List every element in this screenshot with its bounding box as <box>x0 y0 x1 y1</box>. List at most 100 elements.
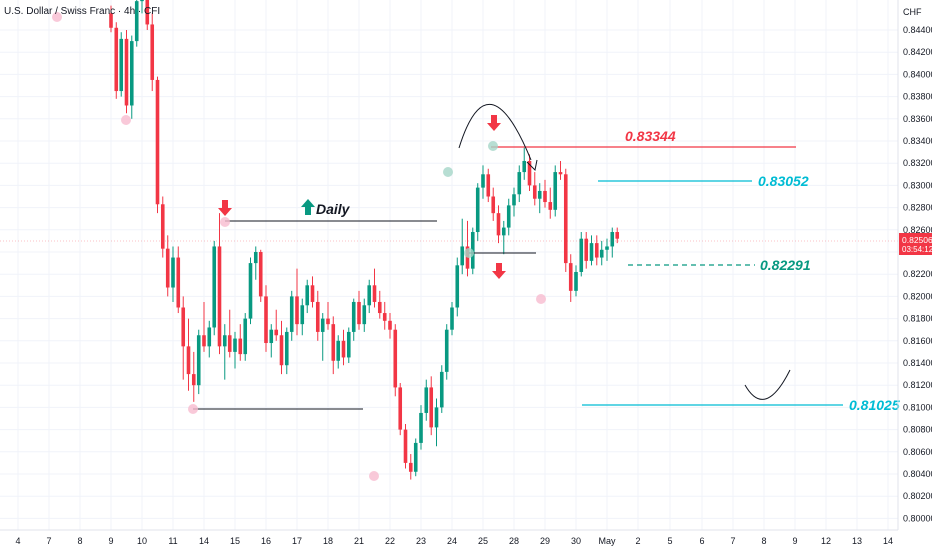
candle-body <box>222 335 227 347</box>
candle <box>553 165 558 217</box>
candle <box>563 168 568 272</box>
candle-body <box>568 263 573 291</box>
candle-body <box>434 407 439 428</box>
candle <box>388 313 392 339</box>
candle-body <box>315 301 320 332</box>
x-tick-label: 25 <box>478 536 488 546</box>
candle-body <box>377 301 382 314</box>
candle <box>341 329 346 366</box>
x-tick-label: 8 <box>761 536 766 546</box>
candle <box>109 5 113 33</box>
swing-marker-green <box>464 248 474 258</box>
candle-body <box>574 271 578 291</box>
candle-body <box>543 190 547 203</box>
candle <box>393 324 398 397</box>
candle-body <box>326 318 330 325</box>
swing-marker-green <box>488 141 498 151</box>
candle-body <box>217 246 222 347</box>
candle-body <box>444 329 449 372</box>
candle-body <box>196 335 201 386</box>
candle-body <box>176 257 181 308</box>
candle <box>574 265 578 297</box>
candle-body <box>496 213 501 236</box>
candle-body <box>134 1 139 42</box>
candle <box>424 379 429 421</box>
candle-body <box>491 196 496 214</box>
x-tick-label: 13 <box>852 536 862 546</box>
candle <box>568 254 573 302</box>
down-arrow-icon <box>487 115 501 131</box>
candle <box>610 227 615 258</box>
x-tick-label: 17 <box>292 536 302 546</box>
candle-body <box>191 374 196 386</box>
x-tick-label: 5 <box>667 536 672 546</box>
swing-marker <box>188 404 198 414</box>
candle <box>202 301 206 352</box>
candle <box>196 329 201 395</box>
candle <box>615 227 620 244</box>
candle <box>134 0 139 47</box>
candle-body <box>599 249 604 258</box>
candle <box>579 232 584 277</box>
candle <box>455 257 460 317</box>
price-badge: 0.82506 03:54:12 <box>899 233 932 255</box>
candle <box>207 320 212 358</box>
candle <box>253 246 258 280</box>
swing-marker <box>220 217 230 227</box>
candle <box>274 309 279 341</box>
candle <box>217 213 222 355</box>
candle <box>171 246 175 302</box>
candle-body <box>310 285 315 302</box>
candle <box>589 235 594 266</box>
daily-label: Daily <box>316 201 351 217</box>
candle <box>501 220 506 255</box>
candle <box>403 424 408 469</box>
x-tick-label: 4 <box>15 536 20 546</box>
candle <box>439 365 444 413</box>
candle-body <box>305 285 310 306</box>
candle-body <box>517 172 522 195</box>
x-tick-label: 6 <box>699 536 704 546</box>
x-tick-label: 29 <box>540 536 550 546</box>
candle-body <box>186 346 191 375</box>
candle <box>155 76 160 214</box>
candle <box>310 276 315 308</box>
candle-body <box>336 340 341 361</box>
candle <box>233 331 237 369</box>
candle <box>599 240 604 266</box>
candle-body <box>455 265 460 308</box>
candle <box>444 324 449 380</box>
candle-body <box>243 318 248 355</box>
candle-body <box>109 13 113 28</box>
candle <box>362 298 367 332</box>
time-axis[interactable]: 4 7 8 9 10 11 14 15 16 17 18 21 22 23 24 25 28 29 30 May 2 5 6… <box>0 529 898 546</box>
candle-body <box>527 160 532 186</box>
candle-body <box>357 301 361 325</box>
candle <box>496 205 501 244</box>
candle <box>191 351 196 402</box>
x-tick-label: 10 <box>137 536 147 546</box>
candle-body <box>227 335 232 352</box>
candle <box>413 438 418 477</box>
candle-body <box>481 174 485 188</box>
candle-body <box>460 246 465 266</box>
candle-body <box>248 263 253 319</box>
label-83052: 0.83052 <box>758 173 809 189</box>
candle-body <box>279 335 284 366</box>
candle-body <box>594 243 599 258</box>
candle <box>522 147 527 180</box>
candle <box>320 313 325 361</box>
candle <box>284 327 289 375</box>
candle <box>543 179 547 208</box>
chart-grid <box>0 0 898 530</box>
